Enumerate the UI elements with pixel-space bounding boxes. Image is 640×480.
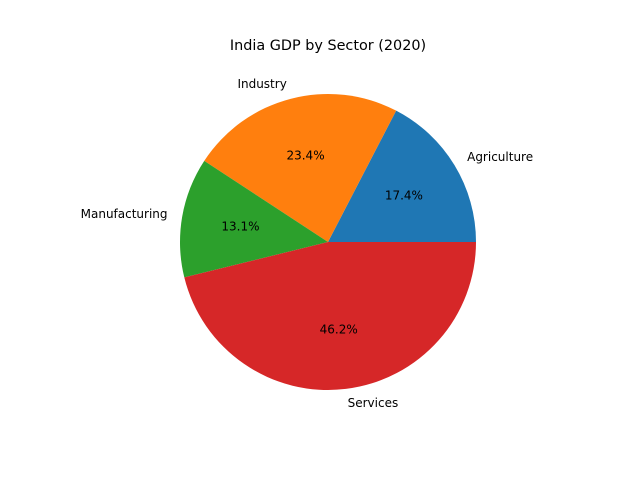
pie-slice-services	[184, 242, 477, 391]
slice-label-industry: Industry	[237, 77, 286, 91]
chart-title: India GDP by Sector (2020)	[230, 38, 426, 54]
slice-label-services: Services	[348, 396, 399, 410]
pie-labels: Agriculture 17.4% Industry 23.4% Manufacturi…	[81, 77, 533, 410]
pie-slice-industry	[204, 94, 397, 242]
pie-slice-agriculture	[328, 110, 476, 242]
slice-percent-services: 46.2%	[320, 323, 358, 337]
pie-slice-manufacturing	[180, 160, 328, 278]
slice-percent-agriculture: 17.4%	[385, 188, 423, 202]
slice-label-agriculture: Agriculture	[467, 150, 533, 164]
pie-slices	[180, 94, 477, 391]
slice-percent-industry: 23.4%	[286, 149, 324, 163]
slice-percent-manufacturing: 13.1%	[221, 220, 259, 234]
slice-label-manufacturing: Manufacturing	[81, 207, 168, 221]
